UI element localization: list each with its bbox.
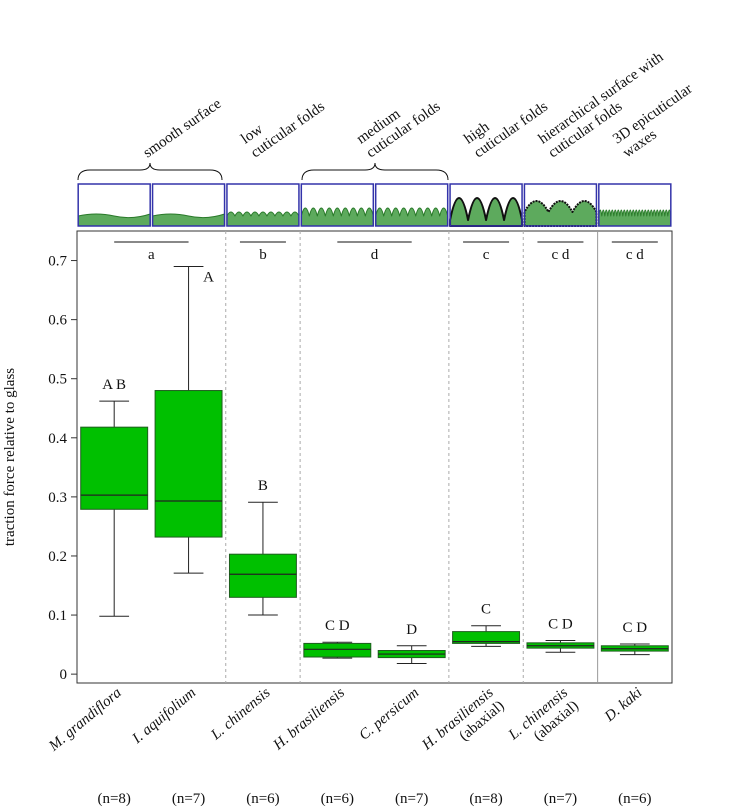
category-label: I. aquifolium bbox=[129, 685, 200, 748]
plot-frame bbox=[76, 230, 673, 684]
y-tick-label: 0.2 bbox=[48, 549, 67, 565]
x-tick-label: H. brasiliensis bbox=[270, 685, 348, 754]
box-letter: C bbox=[481, 602, 491, 618]
box bbox=[303, 642, 372, 658]
sample-size: (n=7) bbox=[395, 791, 428, 807]
sample-size: (n=6) bbox=[321, 791, 354, 807]
surface-shape bbox=[152, 213, 226, 227]
surface-label-line: smooth surface bbox=[140, 96, 224, 162]
surface-icon-frame bbox=[374, 183, 449, 227]
y-axis-title: traction force relative to glass bbox=[2, 368, 18, 546]
x-tick-label: C. persicum bbox=[356, 685, 422, 744]
box bbox=[80, 426, 149, 510]
y-tick-label: 0.1 bbox=[48, 608, 67, 624]
group-letter: c d bbox=[551, 247, 569, 263]
x-tick-label: M. grandiflora bbox=[45, 685, 124, 755]
sample-size: (n=6) bbox=[246, 791, 279, 807]
surface-shape bbox=[226, 211, 300, 227]
x-tick-label: D. kaki bbox=[601, 685, 645, 726]
x-tick-label: I. aquifolium bbox=[129, 685, 200, 748]
box-letter: B bbox=[258, 478, 268, 494]
sample-size: (n=8) bbox=[469, 791, 502, 807]
box bbox=[154, 390, 223, 538]
x-tick-label: L. chinensis(abaxial) bbox=[505, 685, 582, 745]
surface-icon-frame bbox=[226, 183, 300, 227]
surface-shape bbox=[598, 209, 672, 227]
surface-label: smooth surface bbox=[140, 96, 224, 162]
brace bbox=[301, 162, 449, 181]
surface-shape bbox=[449, 197, 524, 227]
category-label: C. persicum bbox=[356, 685, 422, 744]
group-letter: b bbox=[259, 247, 267, 263]
box-letter: C D bbox=[548, 616, 573, 632]
category-label: H. brasiliensis bbox=[270, 685, 348, 754]
x-tick-label: L. chinensis bbox=[208, 685, 274, 744]
y-tick-label: 0.6 bbox=[48, 313, 67, 329]
surface-icon-frame bbox=[598, 183, 672, 227]
box-letter: C D bbox=[623, 620, 648, 636]
y-tick-label: 0 bbox=[60, 667, 68, 683]
box bbox=[228, 553, 297, 598]
box-letter: C D bbox=[325, 618, 350, 634]
y-tick-label: 0.5 bbox=[48, 372, 67, 388]
box-letter: A bbox=[203, 269, 214, 285]
group-letter: a bbox=[148, 247, 155, 263]
group-letter: c d bbox=[626, 247, 644, 263]
y-tick-label: 0.7 bbox=[48, 254, 67, 270]
sample-size: (n=7) bbox=[544, 791, 577, 807]
surface-shape bbox=[77, 213, 151, 227]
surface-icon-frame bbox=[449, 183, 523, 227]
group-letter: d bbox=[371, 247, 379, 263]
surface-shape bbox=[375, 207, 449, 227]
y-tick-label: 0.3 bbox=[48, 490, 67, 506]
brace bbox=[77, 162, 223, 181]
category-label: M. grandiflora bbox=[45, 685, 124, 755]
surface-icon-frame bbox=[300, 183, 375, 227]
box-letter: A B bbox=[102, 377, 126, 393]
group-letter: c bbox=[483, 247, 490, 263]
box bbox=[452, 631, 521, 644]
box-letter: D bbox=[406, 622, 417, 638]
surface-icon-frame bbox=[151, 183, 226, 227]
category-label: D. kaki bbox=[601, 685, 645, 726]
sample-size: (n=8) bbox=[97, 791, 130, 807]
surface-icon-frame bbox=[77, 183, 151, 227]
y-tick-label: 0.4 bbox=[48, 431, 67, 447]
category-label: L. chinensis bbox=[208, 685, 274, 744]
surface-shape bbox=[523, 200, 598, 227]
surface-shape bbox=[300, 207, 374, 227]
sample-size: (n=6) bbox=[618, 791, 651, 807]
sample-size: (n=7) bbox=[172, 791, 205, 807]
x-tick-label: H. brasiliensis(abaxial) bbox=[419, 685, 508, 754]
surface-icon-frame bbox=[523, 183, 598, 227]
